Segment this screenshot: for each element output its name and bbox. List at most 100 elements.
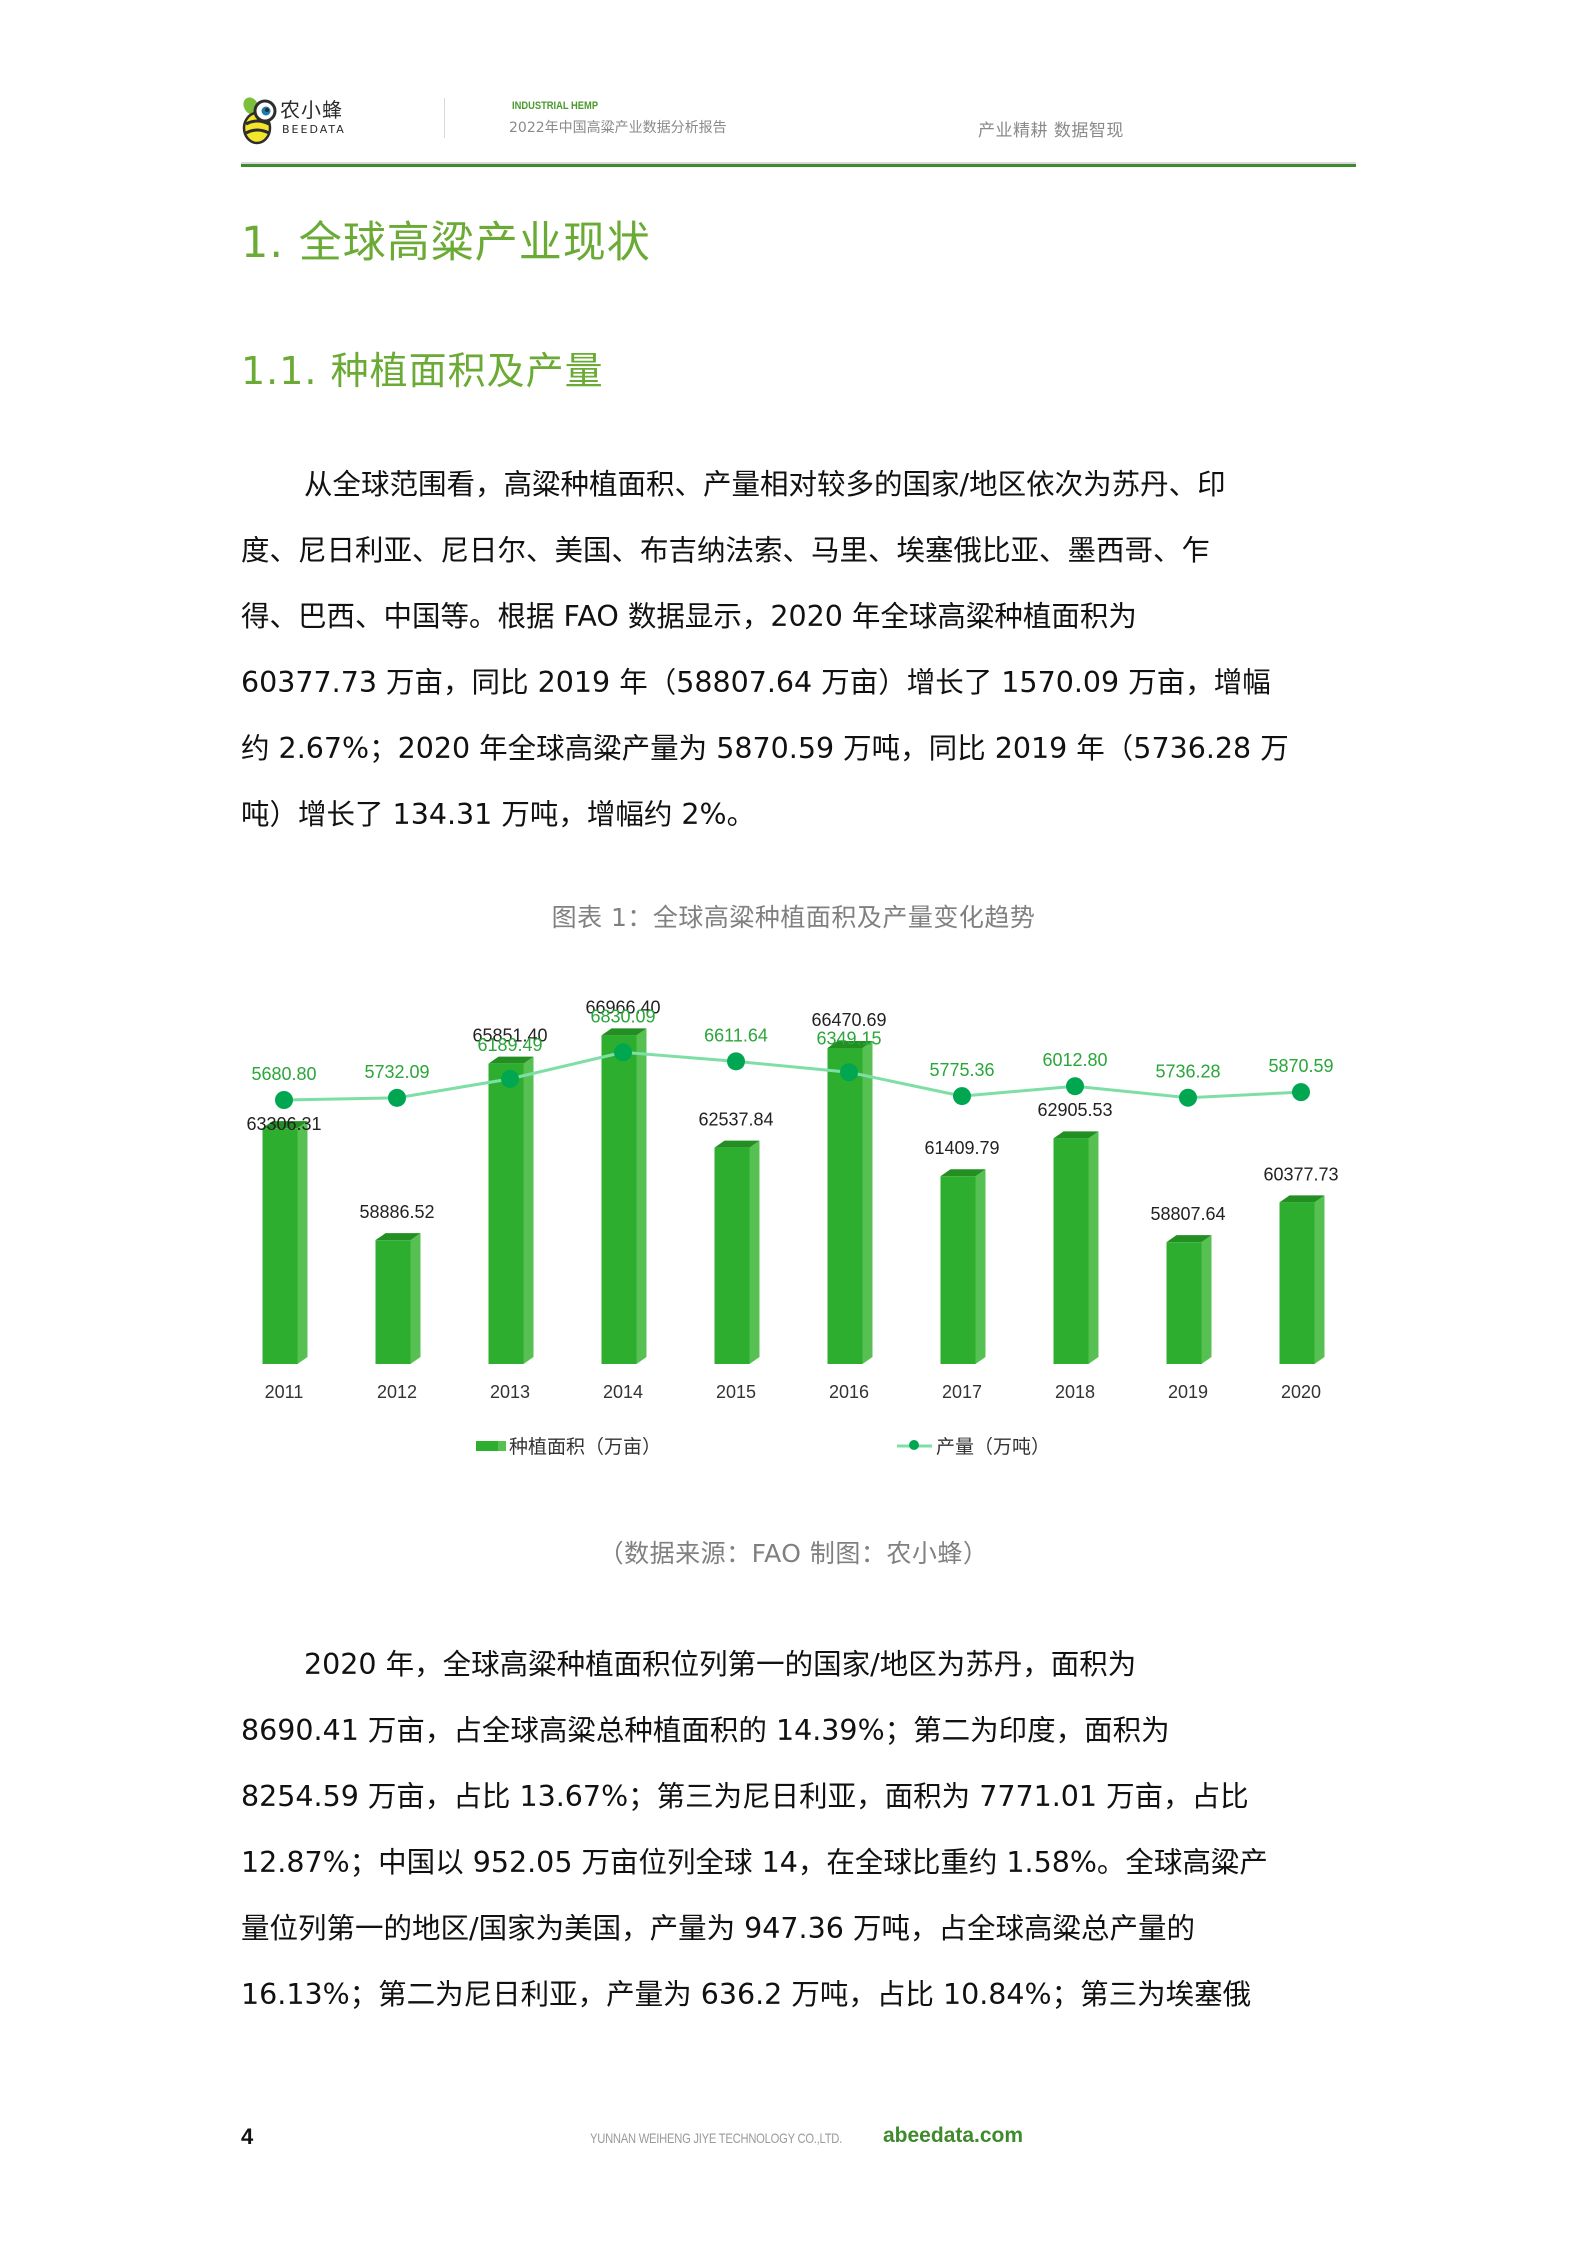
bar-value-label: 65851.40 [472,1026,547,1046]
bar-2015 [714,1147,750,1364]
paragraph-line: 60377.73 万亩，同比 2019 年（58807.64 万亩）增长了 15… [241,666,1271,699]
bar-2020 [1279,1202,1315,1364]
production-point-2019 [1179,1088,1197,1107]
bar-2011 [262,1128,298,1364]
x-tick-label: 2014 [603,1382,643,1402]
line-value-label: 6012.80 [1042,1050,1107,1070]
bar-value-label: 58807.64 [1150,1204,1225,1224]
paragraph-2: 2020 年，全球高粱种植面积位列第一的国家/地区为苏丹，面积为 8690.41… [241,1632,1356,2028]
legend-bar-label: 种植面积（万亩） [509,1436,661,1458]
production-point-2012 [388,1088,406,1107]
production-point-2018 [1066,1077,1084,1096]
paragraph-1: 从全球范围看，高粱种植面积、产量相对较多的国家/地区依次为苏丹、印 度、尼日利亚… [241,452,1356,848]
bar-side [1201,1235,1212,1364]
production-point-2016 [840,1063,858,1082]
x-tick-label: 2018 [1055,1382,1095,1402]
bar-top [714,1140,760,1148]
bar-top [827,1040,873,1048]
x-tick-label: 2011 [265,1382,304,1402]
bar-2017 [940,1176,976,1364]
x-tick-label: 2016 [829,1382,869,1402]
area-production-chart: 2011 2012 2013 2014 2015 2016 2017 2018 2019 2020… [246,997,1338,1458]
bar-2013 [488,1063,524,1364]
bar-value-label: 62905.53 [1037,1100,1112,1120]
bar-side [975,1169,986,1364]
x-tick-label: 2020 [1281,1382,1321,1402]
line-value-label: 5732.09 [364,1062,429,1082]
bar-value-label: 63306.31 [246,1114,321,1134]
x-tick-label: 2013 [490,1382,530,1402]
bar-2018 [1053,1138,1089,1364]
production-point-2011 [275,1091,293,1109]
header-slogan: 产业精耕 数据智现 [978,121,1124,141]
bar-top [1166,1235,1212,1243]
page-number: 4 [241,2124,254,2149]
bar-2019 [1166,1242,1202,1364]
bar-top [1053,1131,1099,1139]
bee-icon [242,97,277,145]
bar-2012 [375,1240,411,1364]
production-line [283,1050,1302,1102]
section-heading: 1. 全球高粱产业现状 [241,218,651,268]
bar-side [297,1121,308,1364]
paragraph-line: 得、巴西、中国等。根据 FAO 数据显示，2020 年全球高粱种植面积为 [241,600,1137,633]
legend-bar-swatch [476,1441,498,1451]
paragraph-line: 2020 年，全球高粱种植面积位列第一的国家/地区为苏丹，面积为 [304,1648,1137,1681]
header-rule [241,164,1356,167]
x-tick-label: 2017 [942,1382,982,1402]
bar-value-label: 58886.52 [359,1202,434,1222]
header-divider [444,98,445,138]
figure-source: （数据来源：FAO 制图：农小蜂） [598,1539,989,1568]
line-value-label: 5680.80 [251,1064,316,1084]
paragraph-line: 8254.59 万亩，占比 13.67%；第三为尼日利亚，面积为 7771.01… [241,1780,1249,1813]
legend-bar-swatch-side [498,1441,506,1451]
production-point-2013 [501,1069,519,1088]
paragraph-line: 12.87%；中国以 952.05 万亩位列全球 14，在全球比重约 1.58%… [241,1846,1268,1879]
bar-top [601,1028,647,1036]
x-tick-label: 2012 [377,1382,417,1402]
bar-value-label: 66470.69 [811,1010,886,1030]
bar-top [375,1233,421,1241]
x-tick-label: 2015 [716,1382,756,1402]
bar-side [1088,1131,1099,1364]
line-value-label: 6189.49 [477,1035,542,1055]
paragraph-line: 吨）增长了 134.31 万吨，增幅约 2%。 [241,798,756,831]
paragraph-line: 约 2.67%；2020 年全球高粱产量为 5870.59 万吨，同比 2019… [241,732,1289,765]
bar-value-label: 66966.40 [585,997,660,1017]
paragraph-line: 16.13%；第二为尼日利亚，产量为 636.2 万吨，占比 10.84%；第三… [241,1978,1252,2011]
logo-text-en: BEEDATA [282,123,346,136]
figure-caption: 图表 1：全球高粱种植面积及产量变化趋势 [551,903,1036,932]
beedata-logo: 农小蜂 BEEDATA [240,94,360,146]
bar-top [940,1169,986,1177]
bar-top [262,1121,308,1129]
line-value-label: 6830.09 [590,1006,655,1026]
line-value-label: 5736.28 [1155,1062,1220,1082]
header-rule-shadow [241,162,1356,164]
bar-value-label: 61409.79 [924,1138,999,1158]
line-value-label: 6349.15 [816,1028,881,1048]
line-value-label: 5870.59 [1268,1056,1333,1076]
bar-side [410,1233,421,1364]
bar-side [1314,1195,1325,1364]
bar-2014 [601,1035,637,1364]
paragraph-line: 从全球范围看，高粱种植面积、产量相对较多的国家/地区依次为苏丹、印 [304,468,1226,501]
bar-top [488,1056,534,1064]
bar-value-label: 62537.84 [698,1110,773,1130]
line-value-label: 6611.64 [704,1025,768,1045]
footer-website-link[interactable]: abeedata.com [883,2124,1024,2147]
paragraph-line: 量位列第一的地区/国家为美国，产量为 947.36 万吨，占全球高粱总产量的 [241,1912,1195,1945]
line-value-label: 5775.36 [929,1060,994,1080]
paragraph-line: 8690.41 万亩，占全球高粱总种植面积的 14.39%；第二为印度，面积为 [241,1714,1170,1747]
bar-side [749,1140,760,1364]
legend-line-marker [909,1440,919,1450]
x-tick-label: 2019 [1168,1382,1208,1402]
bar-2016 [827,1047,863,1364]
production-point-2020 [1292,1083,1310,1102]
bar-value-label: 60377.73 [1263,1164,1338,1184]
legend-line-label: 产量（万吨） [936,1436,1050,1458]
logo-text-cn: 农小蜂 [280,98,343,122]
production-point-2014 [614,1043,632,1062]
production-point-2017 [953,1087,971,1106]
subsection-heading: 1.1. 种植面积及产量 [241,349,604,393]
production-point-2015 [727,1052,745,1071]
